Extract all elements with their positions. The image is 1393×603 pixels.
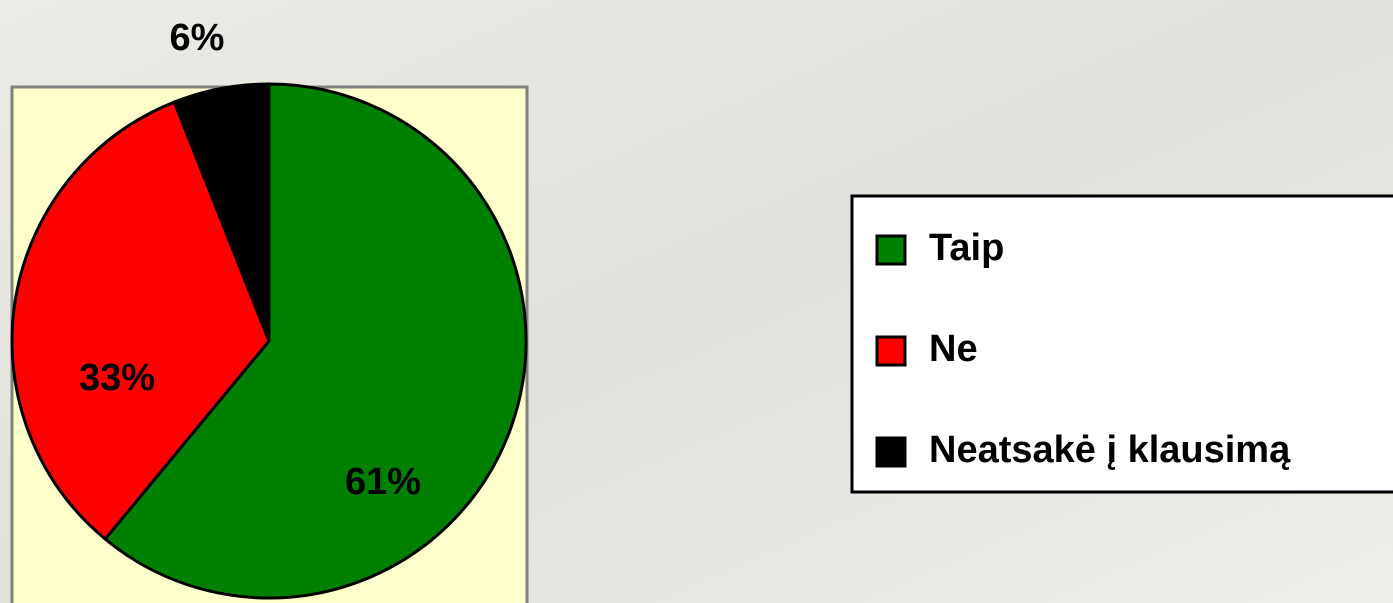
legend-swatch (877, 438, 905, 466)
legend-label: Taip (929, 227, 1004, 269)
data-label: 61% (345, 461, 421, 503)
legend-label: Neatsakė į klausimą (929, 429, 1291, 471)
data-label: 6% (170, 17, 225, 59)
legend-label: Ne (929, 328, 978, 370)
data-label: 33% (79, 357, 155, 399)
legend-swatch (877, 236, 905, 264)
chart: 61% 33% 6% Taip Ne Neatsakė į klausimą (0, 0, 1393, 603)
page: {"chart_data": {"type": "pie", "categori… (0, 0, 1393, 603)
legend-swatch (877, 337, 905, 365)
